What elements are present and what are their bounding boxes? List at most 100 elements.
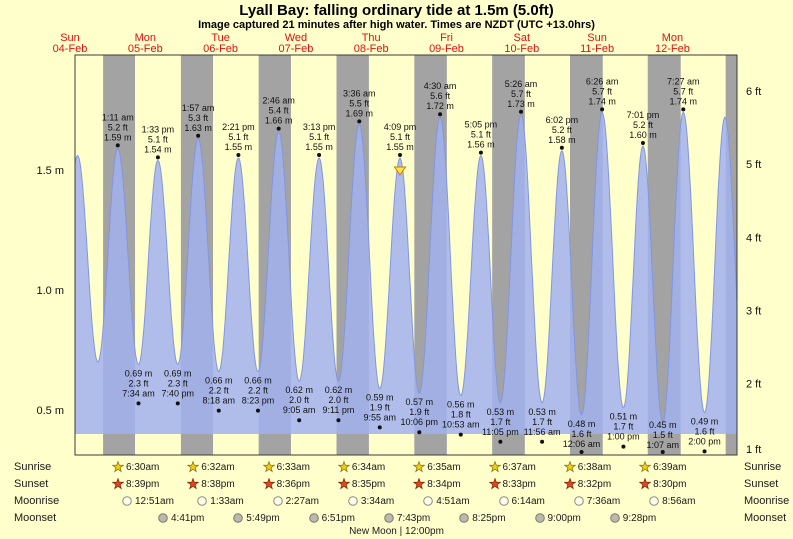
high-tide-annotation: 1.55 m xyxy=(386,142,414,152)
high-tide-annotation: 1.74 m xyxy=(670,96,698,106)
sunset-star-icon-shape xyxy=(112,478,124,490)
high-tide-annotation: 1:57 am xyxy=(182,103,215,113)
moonrise-circle-icon-shape xyxy=(573,496,584,506)
moonrise-circle-icon-shape xyxy=(272,496,283,506)
moonrise-label-right: Moonrise xyxy=(744,495,790,507)
low-tide-annotation: 9:11 pm xyxy=(323,405,355,415)
sunrise-star-icon xyxy=(639,461,652,473)
sunset-star-icon xyxy=(112,478,124,490)
day-label-dow: Sun xyxy=(60,32,80,44)
high-tide-annotation: 5:05 pm xyxy=(465,120,498,130)
high-tide-annotation: 2:21 pm xyxy=(222,122,255,132)
sunrise-label-left: Sunrise xyxy=(14,461,52,473)
sunrise-time: 6:32am xyxy=(201,461,235,473)
high-tide-annotation: 1.55 m xyxy=(305,142,333,152)
high-tide-annotation: 5.5 ft xyxy=(349,98,370,108)
high-tide-annotation: 1.74 m xyxy=(588,96,616,106)
moonset-label-right: Moonset xyxy=(744,512,787,524)
low-tide-annotation: 0.69 m xyxy=(164,368,192,378)
high-tide-annotation: 1.63 m xyxy=(184,123,212,133)
moonrise-entry: 2:27am xyxy=(272,495,319,507)
high-tide-annotation: 1.56 m xyxy=(467,140,495,150)
low-tide-annotation: 0.51 m xyxy=(610,412,638,422)
high-tide-annotation: 5.1 ft xyxy=(471,130,492,140)
chart-border xyxy=(74,54,738,456)
day-label-dow: Fri xyxy=(440,32,453,44)
sunrise-entry: 6:33am xyxy=(262,461,310,473)
moonset-circle-icon-shape xyxy=(459,513,469,523)
moonset-circle-icon xyxy=(534,513,545,523)
moonrise-time: 3:34am xyxy=(360,495,395,507)
tide-area xyxy=(75,112,737,435)
current-time-marker xyxy=(393,166,407,176)
low-tide-annotation: 9:55 am xyxy=(364,412,397,422)
sunset-time: 8:35pm xyxy=(351,478,386,490)
sunset-time: 8:38pm xyxy=(201,478,235,490)
high-tide-annotation: 5.1 ft xyxy=(309,132,330,142)
high-tide-annotation: 1.58 m xyxy=(548,135,576,145)
sunset-time: 8:39pm xyxy=(126,478,160,490)
sunset-label-left: Sunset xyxy=(14,478,49,490)
high-tide-annotation: 1:11 am xyxy=(102,112,134,122)
moonset-circle-icon-shape xyxy=(609,513,620,523)
moonrise-circle-icon-shape xyxy=(197,496,208,506)
low-tide-annotation: 10:06 pm xyxy=(401,417,439,427)
high-tide-annotation: 1.60 m xyxy=(629,130,657,140)
y-axis-label-ft: 1 ft xyxy=(746,444,761,456)
moonset-time: 6:51pm xyxy=(321,512,355,524)
low-tide-dot xyxy=(136,401,141,406)
moonrise-label-left: Moonrise xyxy=(14,495,60,507)
low-tide-annotation: 0.53 m xyxy=(528,407,556,417)
day-label-date: 11-Feb xyxy=(580,43,614,55)
high-tide-annotation: 5.6 ft xyxy=(430,91,451,101)
high-tide-dot xyxy=(357,119,362,124)
low-tide-annotation: 1.7 ft xyxy=(490,417,511,427)
sunrise-star-icon-shape xyxy=(337,461,350,473)
moonset-label-left: Moonset xyxy=(14,512,57,524)
low-tide-annotation: 2.3 ft xyxy=(128,378,149,388)
low-tide-annotation: 2.0 ft xyxy=(328,395,349,405)
sunrise-star-icon-shape xyxy=(187,461,200,473)
low-tide-dot xyxy=(702,449,707,454)
high-tide-dot xyxy=(518,109,523,114)
sunrise-time: 6:37am xyxy=(502,461,536,473)
sunset-time: 8:34pm xyxy=(427,478,461,490)
moonset-circle-icon xyxy=(233,513,244,523)
sunrise-star-icon xyxy=(413,461,426,473)
moonrise-circle-icon-shape xyxy=(122,496,132,506)
low-tide-annotation: 0.66 m xyxy=(244,376,272,386)
moonset-time: 5:49pm xyxy=(246,512,280,524)
low-tide-annotation: 0.45 m xyxy=(649,420,677,430)
low-tide-annotation: 7:40 pm xyxy=(161,388,194,398)
low-tide-annotation: 7:34 am xyxy=(122,388,155,398)
low-tide-annotation: 0.62 m xyxy=(325,385,353,395)
low-tide-dot xyxy=(458,432,463,437)
low-tide-dot xyxy=(579,450,584,454)
moonrise-entry: 4:51am xyxy=(422,495,470,507)
high-tide-annotation: 2:46 am xyxy=(262,96,295,106)
moonrise-time: 8:56am xyxy=(662,495,696,507)
moonset-entry: 9:28pm xyxy=(609,512,656,524)
high-tide-annotation: 5.7 ft xyxy=(592,86,613,96)
high-tide-annotation: 5.4 ft xyxy=(269,106,290,116)
high-tide-dot xyxy=(397,153,402,157)
low-tide-dot xyxy=(216,408,221,413)
day-label-dow: Mon xyxy=(662,32,683,44)
moonrise-time: 6:14am xyxy=(511,495,545,507)
high-tide-dot xyxy=(276,126,281,131)
high-tide-annotation: 5.7 ft xyxy=(511,89,532,99)
low-tide-annotation: 2.3 ft xyxy=(168,378,189,388)
page-title: Lyall Bay: falling ordinary tide at 1.5m… xyxy=(239,2,554,19)
tide-curve-line xyxy=(74,111,738,423)
moonrise-entry: 6:14am xyxy=(498,495,545,507)
sunset-star-icon-shape xyxy=(488,478,501,490)
moonset-time: 9:28pm xyxy=(622,512,657,524)
low-tide-annotation: 2.2 ft xyxy=(248,386,269,396)
low-tide-annotation: 2:00 pm xyxy=(688,436,721,446)
low-tide-annotation: 0.66 m xyxy=(205,376,233,386)
sunrise-star-icon-shape xyxy=(413,461,426,473)
moonset-time: 4:41pm xyxy=(171,512,205,524)
moonrise-entry: 7:36am xyxy=(573,495,620,507)
low-tide-dot xyxy=(417,430,422,435)
low-tide-annotation: 0.59 m xyxy=(366,392,394,402)
